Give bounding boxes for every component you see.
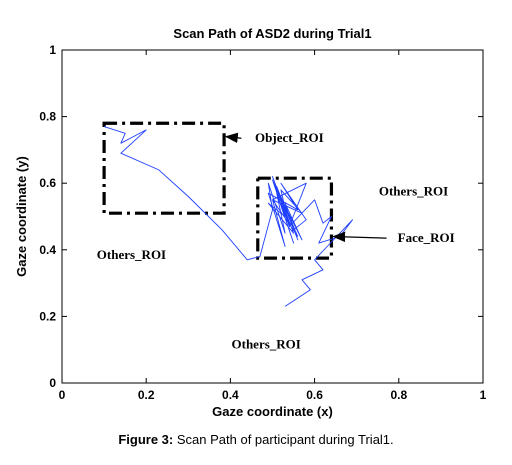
x-tick-label: 0.4 [222, 388, 239, 402]
x-tick-label: 0.8 [390, 388, 407, 402]
roi-arrow [332, 231, 387, 243]
y-tick-label: 0 [49, 376, 56, 390]
others-roi-label: Others_ROI [232, 337, 301, 352]
scan-path-chart: Scan Path of ASD2 during Trial1 0 0.2 0.4 0.… [14, 26, 487, 419]
y-tick-label: 0.6 [39, 176, 56, 190]
plot-frame [61, 49, 484, 384]
x-tick-label: 1 [480, 388, 487, 402]
roi-label: Object_ROI [255, 130, 324, 145]
others-roi-label: Others_ROI [379, 184, 448, 199]
x-tick-label: 0.2 [138, 388, 155, 402]
x-axis-label: Gaze coordinate (x) [212, 404, 333, 419]
others-roi-label: Others_ROI [97, 247, 166, 262]
scan-path-line [103, 126, 353, 307]
y-tick-label: 1 [49, 43, 56, 57]
x-tick-label: 0.6 [306, 388, 323, 402]
chart-title: Scan Path of ASD2 during Trial1 [173, 26, 371, 41]
x-tick-label: 0 [59, 388, 66, 402]
y-axis-label: Gaze coordinate (y) [14, 156, 29, 277]
caption-text: Scan Path of participant during Trial1. [173, 432, 394, 447]
figure-caption: Figure 3: Scan Path of participant durin… [0, 432, 512, 447]
caption-label: Figure 3: [118, 432, 174, 447]
y-tick-label: 0.2 [39, 309, 56, 323]
y-tick-label: 0.4 [39, 243, 56, 257]
roi-box [256, 176, 334, 260]
roi-label: Face_ROI [398, 230, 455, 245]
roi-box [102, 121, 226, 215]
y-tick-label: 0.8 [39, 110, 56, 124]
roi-arrow [224, 132, 242, 144]
